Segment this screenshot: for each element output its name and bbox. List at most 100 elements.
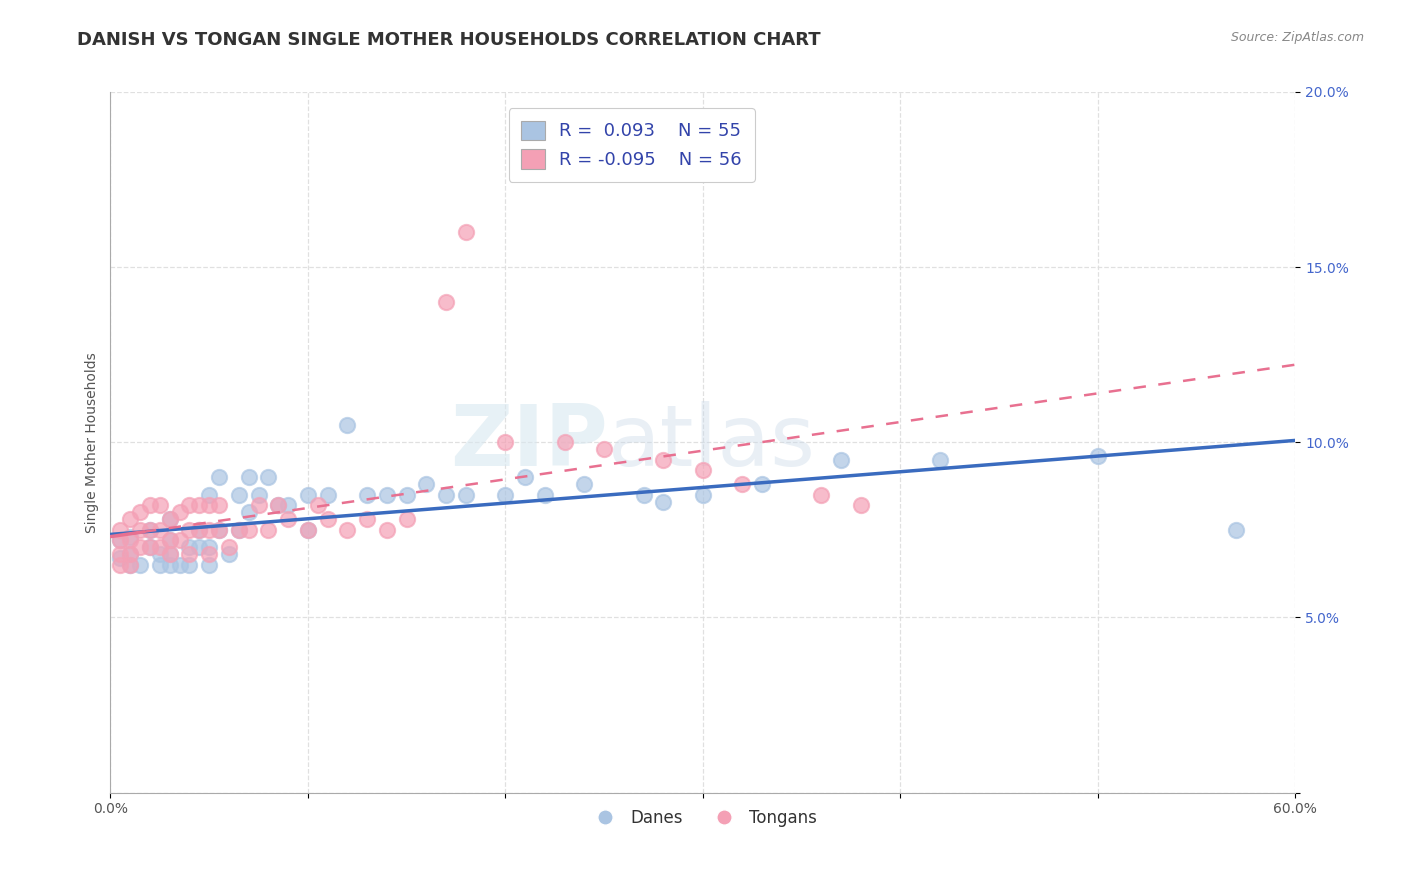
Point [120, 558, 142, 572]
Point [139, 523, 162, 537]
Point [149, 558, 172, 572]
Point [179, 523, 201, 537]
Point [267, 499, 290, 513]
Point [257, 470, 280, 484]
Point [188, 499, 211, 513]
Point [247, 499, 270, 513]
Point [218, 541, 240, 555]
Point [307, 499, 329, 513]
Point [297, 523, 319, 537]
Point [139, 499, 162, 513]
Point [257, 523, 280, 537]
Point [208, 523, 231, 537]
Point [297, 523, 319, 537]
Point [494, 435, 516, 450]
Point [375, 523, 398, 537]
Point [238, 505, 260, 519]
Point [208, 499, 231, 513]
Point [120, 512, 142, 526]
Point [316, 512, 339, 526]
Point [110, 550, 132, 565]
Point [395, 512, 418, 526]
Point [228, 488, 250, 502]
Point [218, 548, 240, 562]
Point [198, 548, 221, 562]
Point [277, 512, 299, 526]
Point [731, 477, 754, 491]
Point [830, 452, 852, 467]
Point [149, 548, 172, 562]
Point [574, 477, 596, 491]
Point [159, 558, 181, 572]
Point [110, 533, 132, 548]
Legend: Danes, Tongans: Danes, Tongans [582, 802, 824, 833]
Point [238, 523, 260, 537]
Point [751, 477, 773, 491]
Point [513, 470, 536, 484]
Point [110, 533, 132, 548]
Point [356, 488, 378, 502]
Point [1087, 450, 1109, 464]
Point [159, 512, 181, 526]
Point [652, 495, 675, 509]
Point [297, 488, 319, 502]
Point [375, 488, 398, 502]
Point [169, 558, 191, 572]
Point [692, 463, 714, 477]
Point [139, 523, 162, 537]
Point [120, 530, 142, 544]
Point [336, 417, 359, 432]
Point [179, 548, 201, 562]
Point [159, 533, 181, 548]
Point [110, 548, 132, 562]
Point [120, 548, 142, 562]
Text: DANISH VS TONGAN SINGLE MOTHER HOUSEHOLDS CORRELATION CHART: DANISH VS TONGAN SINGLE MOTHER HOUSEHOLD… [77, 31, 821, 49]
Point [179, 541, 201, 555]
Point [316, 488, 339, 502]
Point [188, 541, 211, 555]
Point [267, 499, 290, 513]
Point [1225, 523, 1247, 537]
Point [139, 541, 162, 555]
Point [356, 512, 378, 526]
Point [198, 541, 221, 555]
Point [169, 533, 191, 548]
Point [692, 488, 714, 502]
Point [120, 548, 142, 562]
Point [810, 488, 832, 502]
Point [238, 470, 260, 484]
Point [129, 505, 152, 519]
Point [198, 523, 221, 537]
Point [633, 488, 655, 502]
Point [849, 499, 872, 513]
Point [129, 541, 152, 555]
Point [198, 558, 221, 572]
Point [652, 452, 675, 467]
Point [415, 477, 437, 491]
Text: ZIP: ZIP [450, 401, 607, 483]
Point [179, 558, 201, 572]
Point [159, 512, 181, 526]
Point [228, 523, 250, 537]
Point [277, 499, 299, 513]
Point [198, 499, 221, 513]
Point [159, 548, 181, 562]
Point [208, 470, 231, 484]
Point [120, 558, 142, 572]
Point [129, 558, 152, 572]
Point [534, 488, 557, 502]
Point [159, 548, 181, 562]
Point [159, 533, 181, 548]
Point [434, 488, 457, 502]
Point [554, 435, 576, 450]
Point [188, 523, 211, 537]
Point [129, 523, 152, 537]
Point [593, 442, 616, 457]
Point [149, 523, 172, 537]
Point [110, 558, 132, 572]
Point [928, 452, 950, 467]
Y-axis label: Single Mother Households: Single Mother Households [86, 351, 100, 533]
Point [336, 523, 359, 537]
Point [188, 523, 211, 537]
Point [120, 533, 142, 548]
